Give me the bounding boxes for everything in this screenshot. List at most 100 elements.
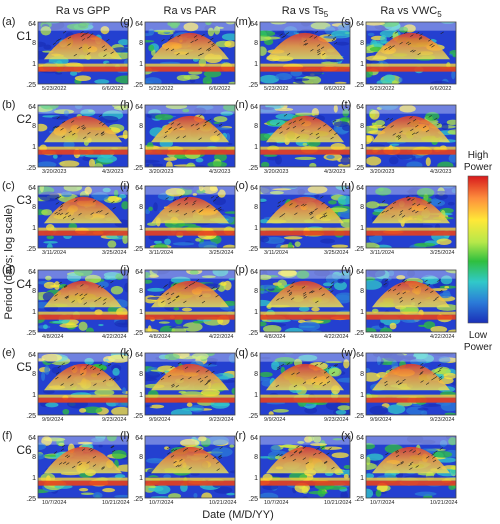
phase-arrow [71, 300, 75, 303]
phase-arrow [315, 132, 320, 136]
colorbar-high-label-2: Power [464, 162, 493, 173]
power-blob [440, 22, 456, 24]
phase-arrow [312, 381, 316, 385]
y-tick-label: 8 [360, 123, 364, 130]
phase-arrow [76, 126, 81, 130]
phase-arrow [164, 130, 169, 134]
y-tick-label: 64 [28, 352, 36, 359]
phase-arrow [67, 36, 72, 40]
phase-arrow [295, 205, 299, 208]
y-tick-label: .25 [133, 165, 143, 172]
power-blob [150, 496, 171, 498]
power-blob [217, 189, 226, 198]
x-tick-label: 6/6/2022 [209, 86, 230, 92]
panel-n: (n) 64 8 1 .25 3/20/2023 4/3/2023 [235, 99, 351, 175]
panel-r: (r) 64 8 1 .25 10/7/2024 10/21/2024 [235, 430, 352, 506]
phase-arrow [204, 455, 209, 458]
power-blob [145, 371, 161, 379]
phase-arrow [55, 376, 59, 380]
power-blob [62, 408, 70, 415]
colorbar-low-label-1: Low [469, 330, 488, 341]
coi-shade [366, 105, 456, 114]
phase-arrow [213, 130, 218, 133]
phase-arrow [286, 362, 291, 365]
power-blob [451, 70, 456, 80]
power-blob [342, 124, 350, 132]
phase-arrow [401, 279, 406, 282]
phase-arrow [286, 127, 290, 130]
phase-arrow [52, 42, 57, 45]
power-blob [69, 71, 78, 76]
y-tick-label: 1 [139, 144, 143, 151]
panel-frame [259, 104, 351, 168]
power-blob [302, 142, 308, 146]
phase-arrow [193, 35, 198, 38]
power-blob [448, 329, 456, 332]
panel-letter: (q) [235, 347, 248, 359]
power-blob [262, 324, 282, 332]
phase-arrow [396, 463, 400, 467]
phase-arrow [109, 377, 113, 381]
phase-arrow [67, 376, 71, 379]
phase-arrow [319, 382, 323, 385]
phase-arrow [85, 32, 89, 35]
phase-arrow [204, 382, 208, 386]
power-blob [113, 189, 119, 198]
phase-arrow [320, 362, 324, 365]
power-blob [118, 194, 127, 199]
phase-arrow [389, 368, 393, 372]
mid-power-band [366, 227, 456, 231]
power-blob [425, 111, 440, 121]
phase-arrow [384, 47, 388, 51]
phase-arrow [439, 289, 443, 293]
power-blob [198, 241, 218, 248]
phase-arrow [83, 302, 87, 305]
power-blob [229, 444, 235, 448]
phase-arrow [206, 48, 210, 51]
power-blob [366, 201, 380, 209]
phase-arrow [324, 461, 328, 464]
phase-arrow [381, 200, 386, 203]
power-blob [58, 442, 65, 447]
phase-arrow [168, 37, 172, 41]
phase-arrow [420, 362, 424, 366]
power-blob [145, 404, 153, 408]
colorbar-high-label-1: High [468, 150, 489, 161]
power-blob [201, 275, 216, 278]
phase-arrow [62, 30, 67, 34]
phase-arrow [328, 129, 333, 132]
phase-arrow [168, 301, 172, 305]
y-tick-label: 64 [250, 269, 258, 276]
colorbar-gradient [467, 175, 489, 324]
power-blob [366, 327, 377, 332]
power-blob [43, 44, 52, 50]
power-blob [168, 493, 182, 498]
y-tick-label: .25 [133, 82, 143, 89]
power-blob [225, 132, 231, 142]
phase-arrow [387, 45, 392, 49]
phase-arrow [172, 299, 176, 302]
power-blob [193, 492, 198, 498]
phase-arrow [402, 450, 407, 454]
phase-arrow [385, 452, 389, 456]
power-blob [100, 26, 110, 35]
power-blob [154, 484, 171, 495]
mid-power-band [145, 63, 235, 67]
phase-arrow [432, 459, 437, 463]
phase-arrow [433, 298, 437, 302]
phase-arrow [167, 446, 171, 450]
phase-arrow [384, 383, 388, 387]
x-tick-label: 3/25/2024 [324, 250, 348, 256]
power-blob [41, 436, 53, 446]
power-blob [38, 41, 46, 48]
power-blob [181, 307, 193, 312]
phase-arrow [302, 381, 307, 384]
power-blob [222, 244, 235, 248]
x-tick-label: 5/23/2022 [149, 86, 173, 92]
phase-arrow [86, 364, 90, 367]
phase-arrow [313, 376, 317, 379]
significant-region [266, 363, 344, 391]
phase-arrow [426, 283, 431, 287]
power-blob [77, 441, 93, 445]
y-tick-label: 64 [28, 185, 36, 192]
